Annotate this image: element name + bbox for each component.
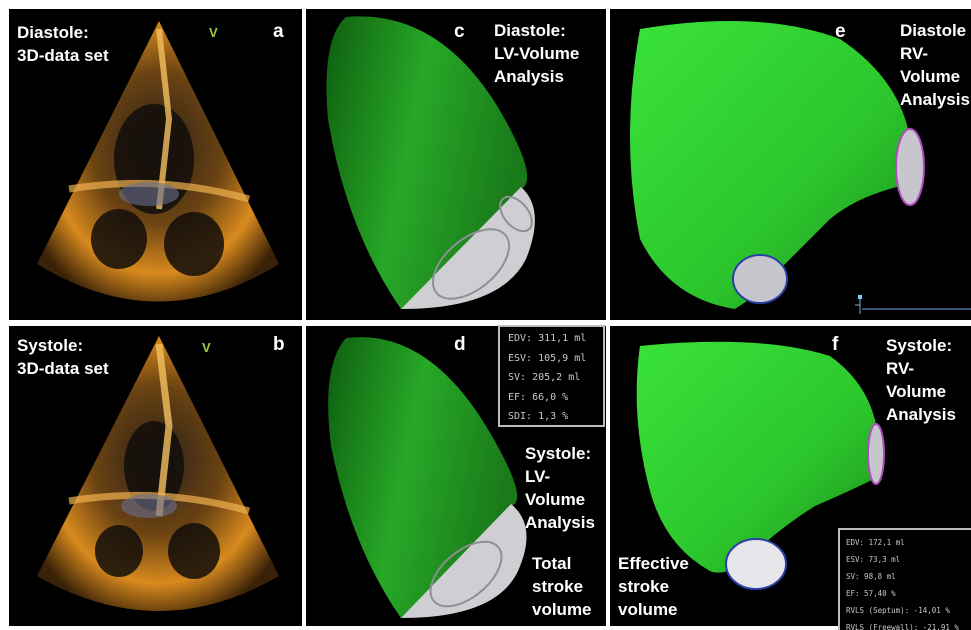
panel-c-letter: c <box>454 21 465 42</box>
panel-d-caption: Systole: LV- Volume Analysis <box>525 444 595 532</box>
panel-b-caption: Systole: 3D-data set <box>17 336 109 378</box>
panel-d-note: Total stroke volume <box>532 554 592 619</box>
panel-e-caption: Diastole RV- Volume Analysis <box>900 21 970 109</box>
rv-stat-rvls-septum: RVLS (Septum): -14,01 % <box>846 606 950 615</box>
panel-c-diastole-lv: Diastole: LV-Volume Analysis c <box>306 9 606 320</box>
lv-stat-sdi: SDI: 1,3 % <box>508 411 569 422</box>
lv-model-systole <box>328 337 527 618</box>
panel-b-letter: b <box>273 334 285 355</box>
panel-d-letter: d <box>454 334 466 355</box>
panel-a-letter: a <box>273 21 284 42</box>
panel-c-caption: Diastole: LV-Volume Analysis <box>494 21 580 86</box>
panel-f-caption: Systole: RV- Volume Analysis <box>886 336 956 424</box>
panel-f-note: Effective stroke volume <box>618 554 689 619</box>
panel-a-diastole-echo: Diastole: 3D-data set a V <box>9 9 302 320</box>
rv-stat-edv: EDV: 172,1 ml <box>846 538 905 547</box>
panel-b-systole-echo: Systole: 3D-data set b V <box>9 326 302 626</box>
rv-stat-ef: EF: 57,40 % <box>846 589 896 598</box>
panel-e-letter: e <box>835 21 846 42</box>
rv-model-diastole <box>630 21 971 314</box>
panel-e-diastole-rv: Diastole RV- Volume Analysis e <box>610 9 971 320</box>
panel-a-caption: Diastole: 3D-data set <box>17 23 109 65</box>
echo-image-diastole <box>37 21 279 302</box>
lv-stats-box: EDV: 311,1 ml ESV: 105,9 ml SV: 205,2 ml… <box>498 325 605 427</box>
lv-model-diastole <box>326 16 535 310</box>
rv-stats-box: EDV: 172,1 ml ESV: 73,3 ml SV: 98,8 ml E… <box>838 528 971 630</box>
panel-b-marker: V <box>202 340 211 355</box>
rv-stat-esv: ESV: 73,3 ml <box>846 555 901 564</box>
lv-stat-ef: EF: 66,0 % <box>508 391 569 403</box>
panel-a-marker: V <box>209 25 218 40</box>
rv-stat-sv: SV: 98,8 ml <box>846 572 896 581</box>
rv-stat-rvls-freewall: RVLS (Freewall): -21,91 % <box>846 623 959 630</box>
lv-stat-edv: EDV: 311,1 ml <box>508 333 587 344</box>
echo-image-systole <box>37 336 279 611</box>
lv-stat-esv: ESV: 105,9 ml <box>508 352 587 364</box>
rv-model-systole <box>636 341 885 590</box>
panel-f-letter: f <box>832 334 839 355</box>
lv-stat-sv: SV: 205,2 ml <box>508 372 581 383</box>
